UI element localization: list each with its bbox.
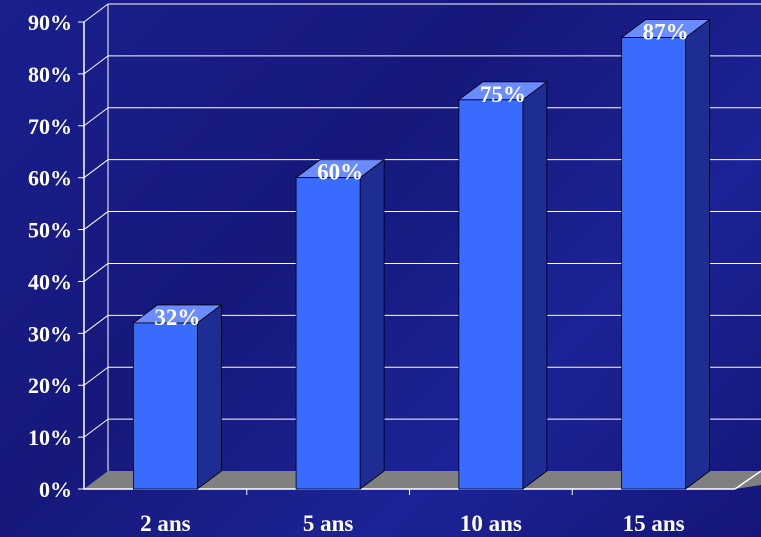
y-tick-label: 50% bbox=[28, 218, 72, 243]
floor-layer bbox=[84, 471, 761, 489]
data-label: 32% bbox=[154, 305, 200, 330]
bar-front bbox=[458, 99, 524, 490]
x-tick-label: 15 ans bbox=[623, 511, 685, 536]
y-tick-label: 90% bbox=[28, 10, 72, 35]
gridline-side bbox=[83, 3, 109, 23]
gridline-side bbox=[83, 314, 109, 334]
gridline-side bbox=[83, 418, 109, 438]
y-tick-label: 80% bbox=[28, 62, 72, 87]
data-label: 87% bbox=[643, 20, 689, 45]
y-tick-label: 70% bbox=[28, 114, 72, 139]
data-label: 75% bbox=[480, 82, 526, 107]
y-tick-label: 60% bbox=[28, 166, 72, 191]
gridline-side bbox=[83, 107, 109, 127]
bar-side bbox=[196, 304, 222, 490]
bar-front bbox=[132, 322, 198, 490]
y-tick-label: 0% bbox=[39, 477, 72, 502]
x-tick-label: 2 ans bbox=[140, 511, 191, 536]
data-label: 60% bbox=[317, 160, 363, 185]
bar-front bbox=[295, 177, 361, 490]
bar-front bbox=[621, 37, 687, 490]
x-tick-label: 5 ans bbox=[303, 511, 354, 536]
axis-layer: 0% 10% 20% 30% 40% 50% 60% 70% 80% 90% bbox=[28, 10, 761, 502]
bars-layer bbox=[132, 18, 711, 490]
gridline-side bbox=[83, 366, 109, 386]
bar-side bbox=[685, 18, 711, 490]
x-axis-depth bbox=[734, 470, 761, 490]
x-tick-label: 10 ans bbox=[460, 511, 522, 536]
bar bbox=[132, 304, 223, 490]
bar bbox=[620, 18, 711, 490]
chart-floor bbox=[84, 471, 761, 489]
gridline-side bbox=[83, 159, 109, 179]
bar-side bbox=[359, 158, 385, 490]
bar bbox=[457, 81, 549, 490]
y-tick-label: 40% bbox=[28, 269, 72, 294]
gridline-side bbox=[83, 211, 109, 230]
gridline-side bbox=[83, 263, 109, 282]
y-tick-label: 10% bbox=[28, 425, 72, 450]
bar bbox=[294, 158, 386, 490]
y-tick-label: 30% bbox=[28, 321, 72, 346]
gridline-side bbox=[83, 55, 109, 75]
labels-layer: 32% 2 ans 60% 5 ans 75% 10 ans 87% 15 ans bbox=[140, 20, 689, 536]
bar-side bbox=[522, 81, 548, 490]
y-tick-label: 20% bbox=[28, 373, 72, 398]
